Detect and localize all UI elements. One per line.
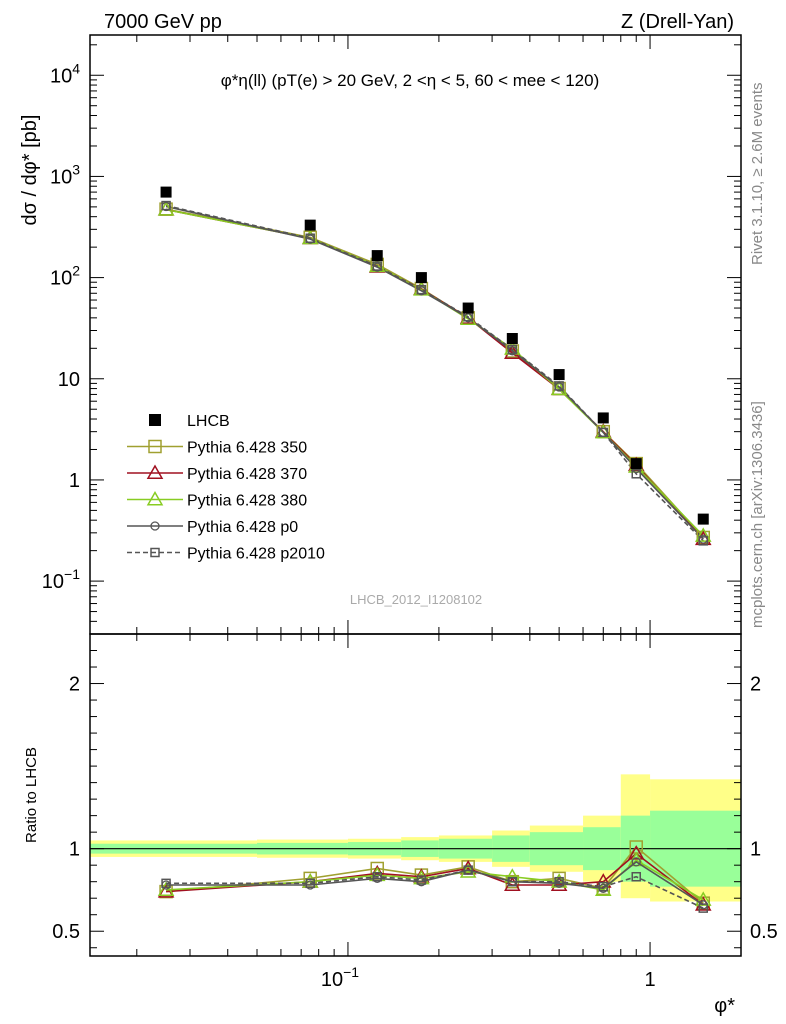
ratio-point-p2010 <box>416 875 427 885</box>
legend-label: Pythia 6.428 p2010 <box>187 546 325 563</box>
ratio-point-p370 <box>627 845 645 860</box>
legend-marker-p350 <box>148 439 162 454</box>
data-point-lhcb <box>462 302 474 314</box>
data-point-lhcb <box>630 458 642 470</box>
legend-label: Pythia 6.428 p0 <box>187 519 298 536</box>
series-point-p370 <box>157 201 175 216</box>
ratio-point-p2010 <box>463 865 473 875</box>
legend-label: LHCB <box>187 413 230 430</box>
ratio-y-tick-label: 0.5 <box>52 921 80 943</box>
mcplots-label: mcplots.cern.ch [arXiv:1306.3436] <box>749 401 766 628</box>
data-point-lhcb <box>415 272 427 284</box>
series-point-p2010 <box>554 381 564 391</box>
legend-label: Pythia 6.428 370 <box>187 466 307 483</box>
ratio-y-tick-label-right: 0.5 <box>750 921 778 943</box>
data-point-lhcb <box>304 219 316 231</box>
ratio-y-tick-label: 1 <box>69 839 80 861</box>
ratio-point-p2010 <box>698 903 709 913</box>
ratio-point-p370 <box>157 883 175 898</box>
header-left: 7000 GeV pp <box>104 11 222 33</box>
data-point-lhcb <box>597 412 609 424</box>
legend-marker-p0 <box>150 521 160 531</box>
data-point-lhcb <box>160 186 172 198</box>
series-line-p370 <box>165 208 704 540</box>
series-point-p2010 <box>161 200 171 211</box>
plot-title: φ*η(ll) (pT(e) > 20 GeV, 2 <η < 5, 60 < … <box>221 71 599 90</box>
x-axis-label: φ* <box>714 995 735 1017</box>
data-point-lhcb <box>553 369 565 381</box>
main-y-axis-label: dσ / dφ* [pb] <box>19 115 41 226</box>
series-point-p380 <box>157 201 175 216</box>
analysis-watermark: LHCB_2012_I1208102 <box>350 592 482 607</box>
series-point-p380 <box>694 527 712 542</box>
ratio-point-p2010 <box>507 876 518 887</box>
ratio-point-p2010 <box>161 878 171 889</box>
series-point-p2010 <box>698 536 709 546</box>
ratio-point-p380 <box>157 881 175 896</box>
y-tick-label: 102 <box>50 263 80 290</box>
y-tick-label: 10−1 <box>42 566 80 593</box>
x-tick-label: 10−1 <box>321 964 359 991</box>
series-point-p2010 <box>507 344 518 355</box>
data-point-lhcb <box>506 333 518 345</box>
ratio-point-p2010 <box>372 871 382 882</box>
ratio-frame <box>89 633 742 957</box>
series-line-p350 <box>165 208 704 538</box>
series-line-p2010 <box>165 204 704 542</box>
ratio-y-tick-label-right: 2 <box>750 674 761 696</box>
series-line-p380 <box>165 208 704 537</box>
ratio-point-p380 <box>694 891 712 906</box>
legend-marker-p370 <box>146 464 164 479</box>
legend-label: Pythia 6.428 350 <box>187 440 307 457</box>
legend-marker-p380 <box>146 490 164 506</box>
legend-marker-p2010 <box>150 547 160 558</box>
series-line-p0 <box>165 205 704 540</box>
series-point-p2010 <box>598 427 609 438</box>
ratio-line-p2010 <box>166 869 704 909</box>
y-tick-label: 103 <box>50 161 80 188</box>
series-point-p2010 <box>305 233 315 243</box>
x-tick-label: 1 <box>644 969 655 991</box>
data-point-lhcb <box>697 513 709 525</box>
ratio-point-p2010 <box>305 878 315 889</box>
ratio-point-p2010 <box>554 876 564 887</box>
header-right: Z (Drell-Yan) <box>621 11 734 33</box>
y-tick-label: 1 <box>69 470 80 492</box>
y-tick-label: 10 <box>58 369 80 391</box>
y-tick-label: 104 <box>50 60 80 87</box>
rivet-label: Rivet 3.1.10, ≥ 2.6M events <box>749 83 766 266</box>
series-point-p2010 <box>372 261 382 271</box>
ratio-y-tick-label: 2 <box>69 674 80 696</box>
data-point-lhcb <box>371 250 383 262</box>
ratio-line-p0 <box>166 860 704 906</box>
ratio-point-p2010 <box>631 871 641 882</box>
main-frame <box>89 34 742 635</box>
ratio-y-tick-label-right: 1 <box>750 839 761 861</box>
series-point-p2010 <box>416 284 427 295</box>
ratio-y-axis-label: Ratio to LHCB <box>23 747 40 843</box>
ratio-point-p2010 <box>598 881 609 892</box>
legend-label: Pythia 6.428 380 <box>187 493 307 510</box>
legend-marker-lhcb <box>149 414 161 426</box>
series-point-p2010 <box>631 469 641 479</box>
ratio-point-p0 <box>631 857 641 867</box>
